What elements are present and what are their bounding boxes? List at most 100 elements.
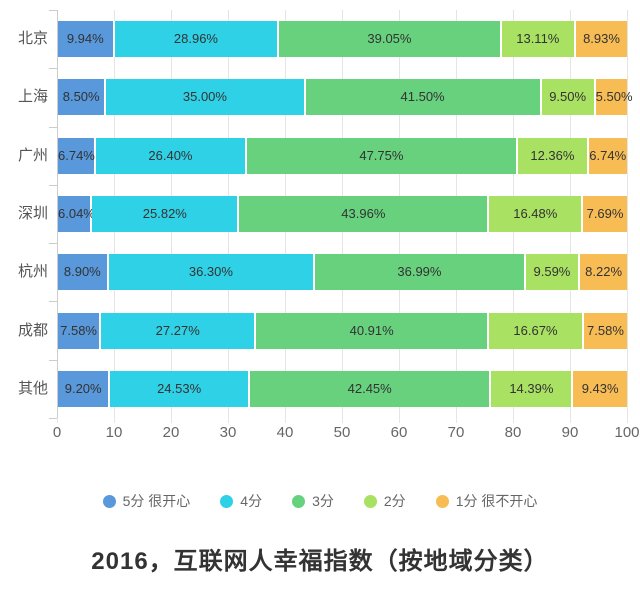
bar-segment-深圳-4分[interactable]: 25.82% bbox=[92, 196, 240, 232]
segment-value-label: 9.94% bbox=[66, 31, 104, 47]
x-tick-label-30: 30 bbox=[219, 424, 237, 441]
segment-value-label: 6.74% bbox=[58, 147, 95, 163]
legend-item-2分[interactable]: 2分 bbox=[363, 491, 406, 511]
y-axis-tick bbox=[49, 126, 57, 128]
y-axis-tick bbox=[49, 184, 57, 186]
bar-row-北京: 9.94% 28.96% 39.05% 13.11% 8.93% bbox=[58, 21, 627, 58]
bar-segment-上海-4分[interactable]: 35.00% bbox=[106, 79, 306, 116]
bar-segment-深圳-2分[interactable]: 16.48% bbox=[489, 196, 584, 232]
y-axis-tick bbox=[49, 243, 57, 245]
bar-segment-其他-4分[interactable]: 24.53% bbox=[110, 370, 250, 407]
segment-value-label: 28.96% bbox=[173, 31, 218, 47]
segment-value-label: 24.53% bbox=[157, 380, 202, 396]
segment-value-label: 41.50% bbox=[400, 89, 445, 105]
x-tick-label-10: 10 bbox=[105, 424, 123, 441]
segment-value-label: 40.91% bbox=[349, 322, 394, 338]
bar-segment-其他-1分 很不开心[interactable]: 9.43% bbox=[573, 370, 627, 407]
bar-segment-其他-2分[interactable]: 14.39% bbox=[491, 370, 574, 407]
bar-segment-广州-1分 很不开心[interactable]: 6.74% bbox=[588, 137, 627, 174]
bar-segment-上海-3分[interactable]: 41.50% bbox=[305, 79, 542, 116]
bar-segment-深圳-3分[interactable]: 43.96% bbox=[239, 196, 490, 232]
bar-segment-广州-4分[interactable]: 26.40% bbox=[96, 137, 247, 174]
segment-value-label: 6.04% bbox=[58, 206, 95, 221]
segment-value-label: 9.20% bbox=[64, 380, 102, 396]
bar-segment-上海-2分[interactable]: 9.50% bbox=[541, 79, 596, 116]
segment-value-label: 25.82% bbox=[142, 206, 187, 221]
segment-value-label: 42.45% bbox=[347, 380, 392, 396]
bar-row-广州: 6.74% 26.40% 47.75% 12.36% 6.74% bbox=[58, 137, 627, 174]
legend-dot-icon bbox=[363, 494, 377, 508]
bar-segment-成都-3分[interactable]: 40.91% bbox=[256, 312, 490, 349]
x-tick-label-90: 90 bbox=[561, 424, 579, 441]
bar-segment-成都-5分 很开心[interactable]: 7.58% bbox=[58, 312, 102, 349]
segment-value-label: 47.75% bbox=[359, 147, 404, 163]
segment-value-label: 36.30% bbox=[188, 264, 233, 280]
segment-value-label: 7.58% bbox=[60, 322, 97, 338]
bar-segment-北京-2分[interactable]: 13.11% bbox=[501, 21, 577, 58]
segment-value-label: 26.40% bbox=[148, 147, 193, 163]
bar-segment-杭州-3分[interactable]: 36.99% bbox=[315, 254, 526, 291]
segment-value-label: 8.90% bbox=[63, 264, 101, 280]
segment-value-label: 9.50% bbox=[549, 89, 587, 105]
bar-segment-广州-2分[interactable]: 12.36% bbox=[518, 137, 589, 174]
chart-title: 2016，互联网人幸福指数（按地域分类） bbox=[91, 548, 549, 575]
bar-segment-广州-3分[interactable]: 47.75% bbox=[246, 137, 519, 174]
bar-segment-成都-1分 很不开心[interactable]: 7.58% bbox=[583, 312, 628, 349]
legend-label: 2分 bbox=[383, 493, 406, 509]
legend-label: 5分 很开心 bbox=[122, 493, 191, 509]
legend-item-3分[interactable]: 3分 bbox=[292, 491, 334, 511]
category-label-深圳: 深圳 bbox=[17, 205, 48, 222]
segment-value-label: 8.50% bbox=[62, 89, 100, 105]
legend-item-4分[interactable]: 4分 bbox=[220, 491, 262, 511]
bar-row-杭州: 8.90% 36.30% 36.99% 9.59% 8.22% bbox=[58, 254, 627, 291]
segment-value-label: 7.69% bbox=[586, 206, 624, 221]
bar-segment-杭州-5分 很开心[interactable]: 8.90% bbox=[58, 254, 109, 291]
bar-segment-杭州-1分 很不开心[interactable]: 8.22% bbox=[580, 254, 627, 291]
bar-row-深圳: 6.04% 25.82% 43.96% 16.48% 7.69% bbox=[58, 196, 627, 232]
gridline-100 bbox=[627, 10, 628, 423]
segment-value-label: 16.67% bbox=[513, 322, 558, 338]
bar-segment-杭州-4分[interactable]: 36.30% bbox=[108, 254, 316, 291]
y-axis-tick bbox=[49, 418, 57, 419]
bar-segment-广州-5分 很开心[interactable]: 6.74% bbox=[58, 137, 97, 174]
bar-segment-上海-1分 很不开心[interactable]: 5.50% bbox=[595, 79, 633, 116]
bar-segment-深圳-1分 很不开心[interactable]: 7.69% bbox=[583, 196, 627, 232]
x-tick-label-70: 70 bbox=[447, 424, 465, 441]
legend-dot-icon bbox=[292, 494, 306, 508]
plot-area: 9.94% 28.96% 39.05% 13.11% 8.93% 8.50% 35.00% 4… bbox=[49, 10, 633, 423]
category-label-成都: 成都 bbox=[17, 321, 48, 339]
x-tick-label-80: 80 bbox=[504, 424, 522, 441]
legend-item-1分 很不开心[interactable]: 1分 很不开心 bbox=[435, 491, 538, 511]
bar-segment-其他-3分[interactable]: 42.45% bbox=[249, 370, 492, 407]
bar-segment-北京-1分 很不开心[interactable]: 8.93% bbox=[576, 21, 627, 58]
bar-segment-成都-2分[interactable]: 16.67% bbox=[489, 312, 584, 349]
category-label-北京: 北京 bbox=[17, 30, 48, 48]
bar-segment-其他-5分 很开心[interactable]: 9.20% bbox=[58, 370, 111, 407]
legend-dot-icon bbox=[435, 494, 449, 508]
bar-segment-成都-4分[interactable]: 27.27% bbox=[101, 312, 257, 349]
bar-segment-北京-4分[interactable]: 28.96% bbox=[114, 21, 280, 58]
segment-value-label: 12.36% bbox=[530, 147, 575, 163]
bar-segment-杭州-2分[interactable]: 9.59% bbox=[525, 254, 581, 291]
legend-dot-icon bbox=[220, 494, 234, 508]
legend-label: 1分 很不开心 bbox=[455, 493, 538, 509]
segment-value-label: 8.93% bbox=[583, 31, 620, 47]
legend-label: 4分 bbox=[240, 493, 263, 509]
x-tick-label-100: 100 bbox=[614, 424, 640, 441]
bar-segment-北京-3分[interactable]: 39.05% bbox=[279, 21, 502, 58]
legend-item-5分 很开心[interactable]: 5分 很开心 bbox=[102, 491, 191, 511]
bar-segment-上海-5分 很开心[interactable]: 8.50% bbox=[58, 79, 107, 116]
segment-value-label: 6.74% bbox=[589, 147, 627, 163]
x-tick-label-0: 0 bbox=[52, 424, 62, 441]
category-label-杭州: 杭州 bbox=[17, 263, 48, 281]
y-axis-tick bbox=[49, 68, 57, 70]
segment-value-label: 36.99% bbox=[397, 264, 442, 280]
bar-segment-北京-5分 很开心[interactable]: 9.94% bbox=[58, 21, 115, 58]
y-axis-tick bbox=[49, 301, 57, 303]
bar-segment-深圳-5分 很开心[interactable]: 6.04% bbox=[58, 196, 95, 232]
legend-label: 3分 bbox=[312, 493, 334, 509]
segment-value-label: 9.43% bbox=[581, 380, 619, 396]
category-label-广州: 广州 bbox=[17, 146, 48, 164]
segment-value-label: 39.05% bbox=[367, 31, 412, 47]
